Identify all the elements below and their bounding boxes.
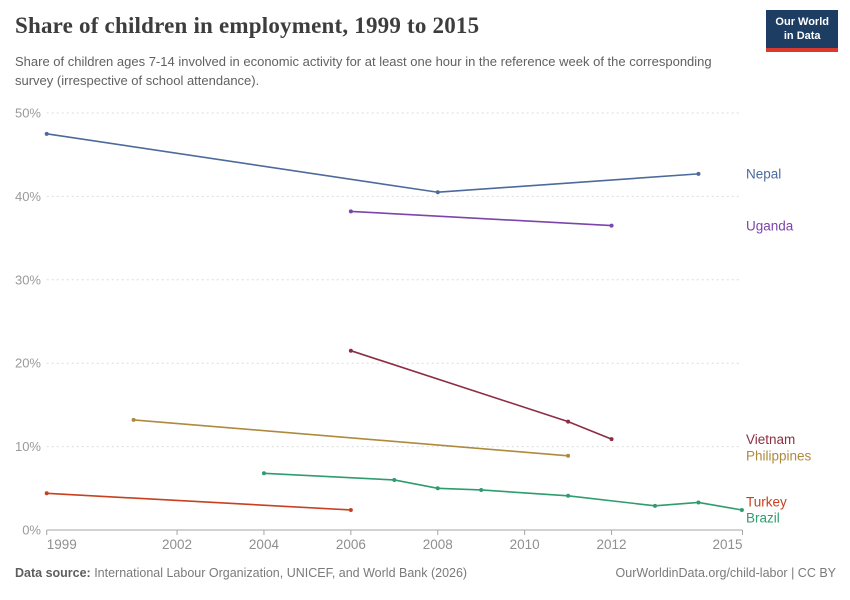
series-label-nepal: Nepal (746, 167, 781, 182)
data-point-philippines-2011 (566, 453, 571, 458)
x-axis-label-2002: 2002 (162, 537, 192, 552)
chart-subtitle: Share of children ages 7-14 involved in … (15, 54, 712, 88)
data-point-vietnam-2012 (609, 437, 614, 442)
data-point-uganda-2006 (348, 209, 353, 214)
data-point-brazil-2007 (392, 477, 397, 482)
owid-logo-line1: Our World (775, 16, 829, 28)
data-source-label: Data source: (15, 566, 91, 580)
series-label-uganda: Uganda (746, 218, 794, 233)
y-axis-label-20: 20% (15, 356, 41, 371)
data-point-brazil-2011 (566, 493, 571, 498)
x-axis-label-2010: 2010 (510, 537, 540, 552)
x-axis-label-2008: 2008 (423, 537, 453, 552)
data-point-brazil-2009 (479, 487, 484, 492)
data-point-brazil-2014 (696, 500, 701, 505)
data-point-brazil-2008 (435, 486, 440, 491)
series-label-vietnam: Vietnam (746, 432, 795, 447)
data-source-value: International Labour Organization, UNICE… (90, 566, 468, 580)
series-line-vietnam (350, 349, 612, 440)
series-line-nepal (46, 133, 699, 194)
owid-logo-line2: in Data (783, 30, 821, 43)
data-point-nepal-1999 (44, 131, 49, 136)
series-line-brazil (263, 472, 743, 511)
x-axis-label-1999: 1999 (47, 537, 77, 552)
series-label-philippines: Philippines (746, 448, 812, 463)
x-axis-label-2015: 2015 (712, 537, 742, 552)
y-axis-label-30: 30% (15, 272, 41, 287)
attribution-link[interactable]: OurWorldinData.org/child-labor | CC BY (615, 566, 836, 580)
data-point-vietnam-2006 (348, 348, 353, 353)
series-line-turkey (46, 492, 351, 511)
chart-footer: Data source: International Labour Organi… (15, 566, 836, 580)
y-axis-label-50: 50% (15, 106, 41, 121)
x-axis-label-2006: 2006 (336, 537, 366, 552)
series-label-brazil: Brazil (746, 511, 780, 526)
data-point-nepal-2008 (435, 190, 440, 195)
owid-logo: Our World in Data (766, 10, 838, 52)
data-point-uganda-2012 (609, 223, 614, 228)
series-line-uganda (350, 210, 612, 227)
x-axis-label-2012: 2012 (597, 537, 627, 552)
data-point-brazil-2013 (653, 503, 657, 508)
data-point-brazil-2015 (739, 507, 744, 512)
data-source-note: Data source: International Labour Organi… (15, 566, 467, 580)
data-point-turkey-2006 (348, 507, 353, 512)
page-title: Share of children in employment, 1999 to… (15, 13, 480, 38)
y-axis-label-0: 0% (22, 523, 41, 538)
data-point-philippines-2001 (131, 417, 136, 422)
series-label-turkey: Turkey (746, 495, 787, 510)
data-point-vietnam-2011 (566, 419, 571, 424)
series-line-philippines (133, 419, 569, 457)
x-axis-label-2004: 2004 (249, 537, 280, 552)
data-point-brazil-2004 (261, 471, 266, 476)
data-point-nepal-2014 (696, 171, 701, 176)
data-point-turkey-1999 (44, 491, 49, 496)
y-axis-label-40: 40% (15, 189, 41, 204)
y-axis-label-10: 10% (15, 439, 41, 454)
